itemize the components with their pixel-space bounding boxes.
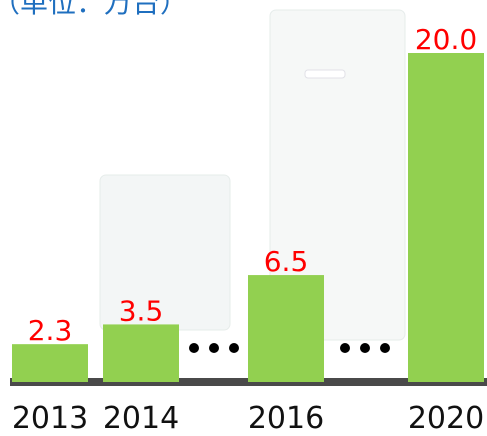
bar	[408, 53, 484, 382]
bar	[248, 275, 324, 382]
bar	[103, 324, 179, 382]
dot	[340, 343, 350, 353]
chart-title: （単位：万台）	[0, 0, 188, 19]
dot	[360, 343, 370, 353]
bar	[12, 344, 88, 382]
page: {"chart_data": {"type": "bar", "title": …	[0, 0, 487, 436]
value-label: 2.3	[28, 314, 73, 347]
dot	[209, 343, 219, 353]
dot	[229, 343, 239, 353]
dot	[380, 343, 390, 353]
x-tick-label: 2020	[408, 401, 484, 436]
value-label: 3.5	[119, 294, 164, 327]
dot	[189, 343, 199, 353]
device-slot	[305, 70, 345, 78]
x-tick-label: 2014	[103, 401, 179, 436]
x-tick-label: 2016	[248, 401, 324, 436]
value-label: 6.5	[264, 245, 309, 278]
chart: （単位：万台） 2.3 2013 3.5 2014 6.5 2016 20.0 2020	[0, 0, 487, 436]
x-tick-label: 2013	[12, 401, 88, 436]
value-label: 20.0	[415, 23, 477, 56]
